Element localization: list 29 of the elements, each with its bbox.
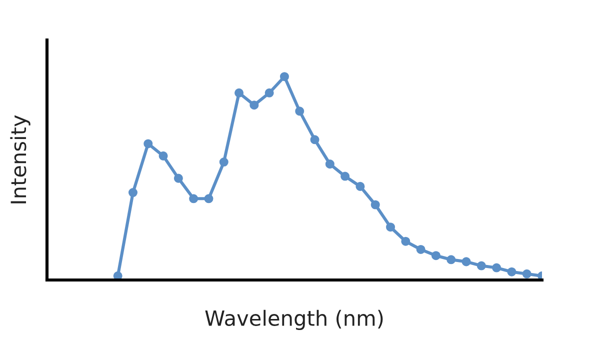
point xyxy=(280,72,289,82)
point xyxy=(295,106,304,116)
point xyxy=(325,160,334,169)
point xyxy=(128,188,138,198)
point xyxy=(340,172,350,181)
point xyxy=(446,255,456,264)
point xyxy=(492,263,502,272)
point xyxy=(416,244,426,254)
point xyxy=(174,174,183,183)
point xyxy=(264,88,274,98)
point xyxy=(204,194,214,204)
y-axis-title: Intensity xyxy=(10,115,30,204)
point xyxy=(356,182,365,191)
point xyxy=(250,100,259,110)
point xyxy=(370,200,380,210)
point xyxy=(144,139,153,148)
point xyxy=(234,88,244,98)
point xyxy=(386,222,396,232)
point xyxy=(219,158,228,167)
point xyxy=(476,261,486,270)
point xyxy=(507,267,516,276)
point xyxy=(158,151,168,160)
point xyxy=(310,135,320,144)
x-axis-title: Wavelength (nm) xyxy=(205,310,383,330)
point xyxy=(522,269,532,278)
point xyxy=(462,257,471,266)
point xyxy=(401,236,410,246)
point xyxy=(189,194,198,204)
point xyxy=(431,251,440,260)
